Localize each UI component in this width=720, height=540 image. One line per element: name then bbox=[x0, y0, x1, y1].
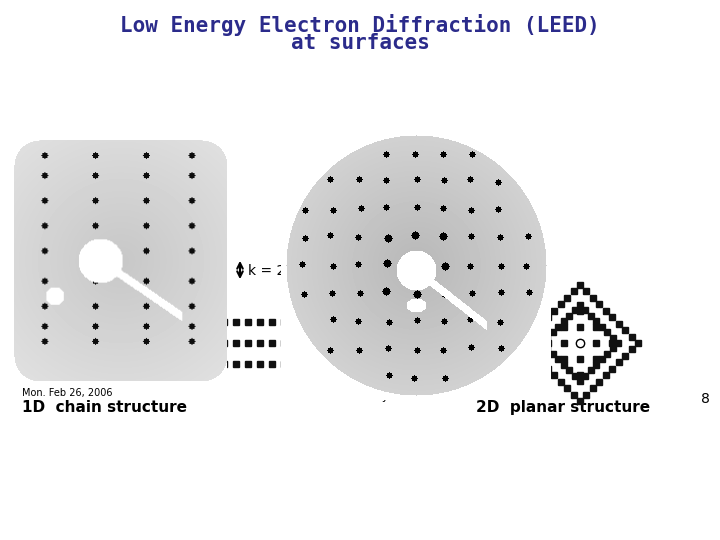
Text: 1D  chain structure: 1D chain structure bbox=[22, 400, 187, 415]
Text: Mon. Feb 26, 2006: Mon. Feb 26, 2006 bbox=[22, 388, 112, 398]
Text: k = 2π/D: k = 2π/D bbox=[248, 263, 309, 277]
Text: D: D bbox=[355, 325, 366, 340]
Text: at surfaces: at surfaces bbox=[291, 33, 429, 53]
Text: d: d bbox=[48, 369, 57, 383]
Text: 2D  planar structure: 2D planar structure bbox=[476, 400, 650, 415]
Text: K =
2π/d: K = 2π/d bbox=[80, 282, 111, 312]
Text: Low Energy Electron Diffraction (LEED): Low Energy Electron Diffraction (LEED) bbox=[120, 14, 600, 36]
Text: 8: 8 bbox=[701, 392, 710, 406]
Text: Phy107 Lecture 15: Phy107 Lecture 15 bbox=[368, 392, 472, 402]
